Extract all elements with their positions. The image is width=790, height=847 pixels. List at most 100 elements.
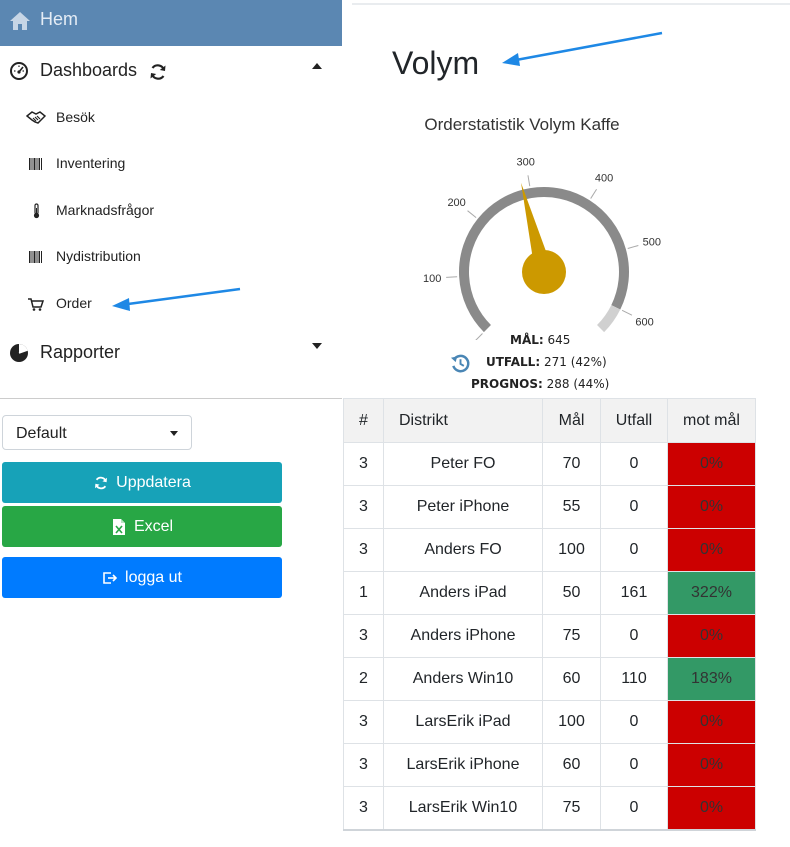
sidebar-item-label: Order (56, 295, 92, 311)
table-row: 3 LarsErik Win10 75 0 0% (343, 786, 756, 831)
cell-number: 3 (343, 743, 384, 787)
gauge-tick (467, 210, 477, 218)
table-row: 3 Anders iPhone 75 0 0% (343, 614, 756, 658)
chevron-down-icon[interactable] (312, 343, 322, 349)
excel-button[interactable]: Excel (2, 506, 282, 547)
table-row: 3 LarsErik iPad 100 0 0% (343, 700, 756, 744)
gauge-band (459, 187, 629, 333)
refresh-icon[interactable] (148, 62, 168, 82)
cell-district: Anders Win10 (383, 657, 543, 701)
column-header-mal[interactable]: Mål (542, 398, 601, 443)
cell-mal: 50 (542, 571, 601, 615)
sidebar-group-rapporter[interactable]: Rapporter (0, 330, 342, 376)
cell-mal: 100 (542, 528, 601, 572)
top-divider (352, 3, 790, 5)
column-header-mot-mal[interactable]: mot mål (667, 398, 756, 443)
stat-mal: MÅL: 645 (510, 333, 570, 351)
cell-mot-mal: 0% (667, 528, 756, 572)
table-row: 1 Anders iPad 50 161 322% (343, 571, 756, 615)
cell-district: Anders iPhone (383, 614, 543, 658)
cell-utfall: 0 (600, 442, 668, 486)
cell-mal: 75 (542, 786, 601, 831)
cell-mot-mal: 322% (667, 571, 756, 615)
gauge-tick (590, 189, 597, 199)
cell-number: 3 (343, 700, 384, 744)
table-row: 3 Peter FO 70 0 0% (343, 442, 756, 486)
stat-key: UTFALL: (486, 355, 541, 369)
view-select[interactable]: Default (2, 415, 192, 450)
refresh-icon (95, 476, 108, 489)
gauge-tick (627, 245, 639, 249)
cell-mot-mal: 0% (667, 743, 756, 787)
cell-number: 3 (343, 442, 384, 486)
gauge-tick (621, 309, 633, 316)
cell-utfall: 0 (600, 528, 668, 572)
sidebar-item-nydistribution[interactable]: Nydistribution (0, 239, 342, 275)
column-header-utfall[interactable]: Utfall (600, 398, 668, 443)
sidebar-item-label: Besök (56, 109, 95, 125)
cell-utfall: 161 (600, 571, 668, 615)
sidebar-divider (0, 398, 342, 399)
sidebar-group-dashboards[interactable]: Dashboards (0, 48, 342, 94)
gauge-tick (527, 175, 531, 187)
barcode-icon (29, 158, 42, 170)
column-header-number[interactable]: # (343, 398, 384, 443)
cell-utfall: 110 (600, 657, 668, 701)
sidebar-item-home[interactable]: Hem (0, 0, 342, 46)
stat-key: PROGNOS: (471, 377, 543, 391)
cell-utfall: 0 (600, 700, 668, 744)
sidebar-item-besok[interactable]: Besök (0, 100, 342, 136)
gauge-title: Orderstatistik Volym Kaffe (424, 115, 620, 134)
logout-button[interactable]: logga ut (2, 557, 282, 598)
cell-mal: 75 (542, 614, 601, 658)
cell-mot-mal: 0% (667, 442, 756, 486)
cell-district: LarsErik iPad (383, 700, 543, 744)
sidebar-item-marknadsfragor[interactable]: Marknadsfrågor (0, 193, 342, 229)
cell-number: 3 (343, 614, 384, 658)
cell-mot-mal: 0% (667, 700, 756, 744)
sign-out-icon (103, 571, 118, 584)
page-title: Volym (392, 45, 480, 81)
gauge-tick-label: 200 (447, 197, 465, 209)
gauge-band-remainder (596, 304, 621, 333)
annotation-arrow-title (502, 31, 663, 66)
logout-button-label: logga ut (125, 568, 182, 586)
sidebar-item-inventering[interactable]: Inventering (0, 146, 342, 182)
sidebar-item-order[interactable]: Order (0, 286, 342, 322)
table-row: 3 LarsErik iPhone 60 0 0% (343, 743, 756, 787)
cell-number: 2 (343, 657, 384, 701)
cell-mal: 60 (542, 657, 601, 701)
update-button-label: Uppdatera (116, 473, 191, 491)
stat-key: MÅL: (510, 333, 544, 347)
table-row: 2 Anders Win10 60 110 183% (343, 657, 756, 701)
cell-mot-mal: 0% (667, 786, 756, 831)
volume-gauge: 0100200300400500600 (423, 157, 661, 340)
stat-value: 271 (42%) (543, 355, 607, 369)
history-icon (450, 354, 470, 373)
column-header-district[interactable]: Distrikt (383, 398, 543, 443)
sidebar-item-label: Hem (40, 9, 79, 29)
gauge-tick (475, 333, 483, 340)
chevron-up-icon[interactable] (312, 63, 322, 69)
cell-utfall: 0 (600, 743, 668, 787)
sidebar-group-label: Dashboards (40, 60, 138, 80)
cell-mal: 60 (542, 743, 601, 787)
gauge-tick-label: 500 (643, 237, 661, 249)
excel-button-label: Excel (133, 517, 174, 535)
barcode-icon (29, 251, 42, 263)
chevron-down-icon (170, 431, 178, 436)
gauge-tick-label: 400 (595, 172, 613, 184)
update-button[interactable]: Uppdatera (2, 462, 282, 503)
cart-icon (28, 298, 45, 311)
cell-utfall: 0 (600, 614, 668, 658)
sidebar-item-label: Inventering (56, 155, 126, 171)
cell-district: LarsErik iPhone (383, 743, 543, 787)
gauge-needle-hub (522, 250, 566, 294)
sidebar: Hem Dashboards Besök (0, 0, 342, 400)
gauge-tick-label: 600 (635, 316, 653, 328)
cell-number: 1 (343, 571, 384, 615)
cell-number: 3 (343, 485, 384, 529)
annotation-arrow-order (112, 287, 241, 311)
cell-district: Anders FO (383, 528, 543, 572)
handshake-icon (26, 111, 46, 124)
